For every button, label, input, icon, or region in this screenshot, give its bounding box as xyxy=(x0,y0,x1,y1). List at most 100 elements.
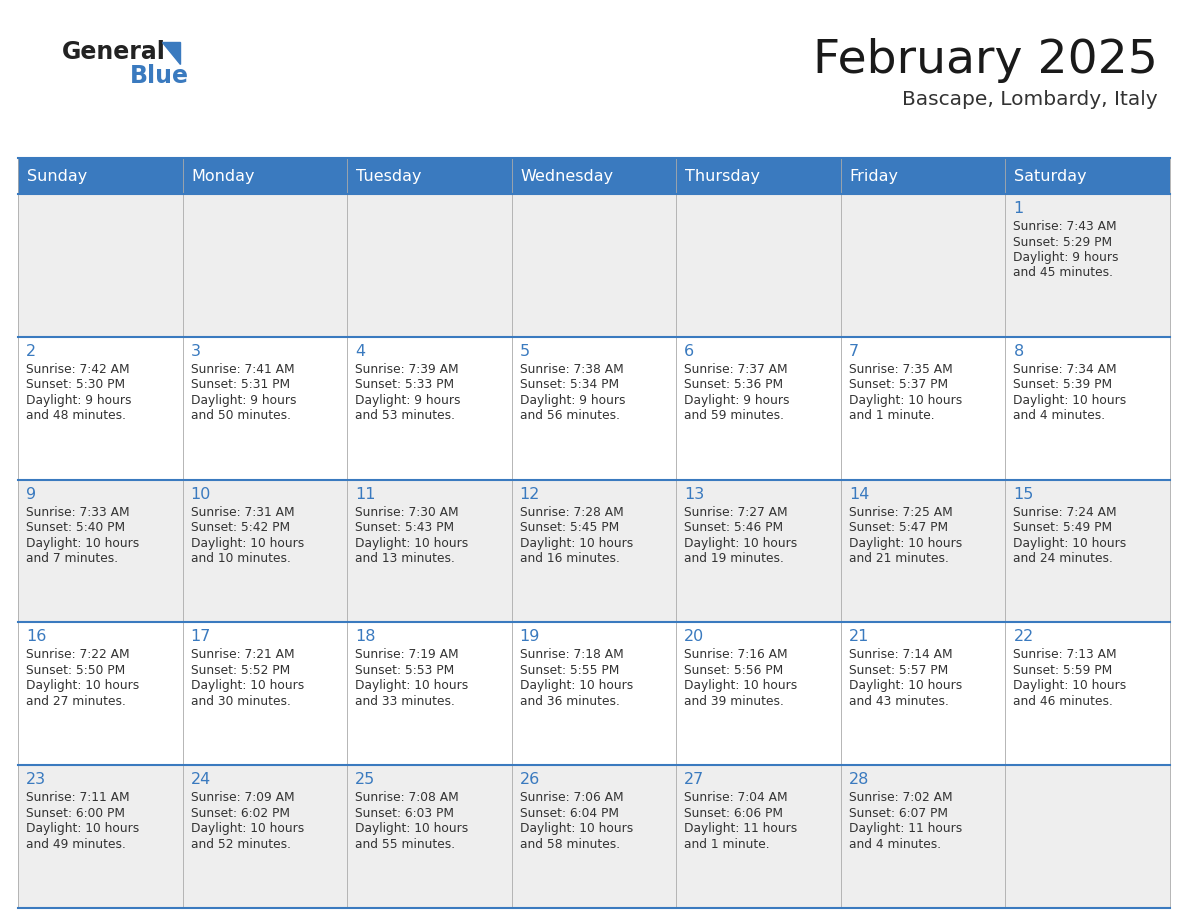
Bar xyxy=(347,158,512,194)
Text: and 13 minutes.: and 13 minutes. xyxy=(355,552,455,565)
Text: and 50 minutes.: and 50 minutes. xyxy=(190,409,291,422)
Text: 17: 17 xyxy=(190,630,211,644)
Text: Friday: Friday xyxy=(849,169,899,184)
Bar xyxy=(183,766,347,908)
Bar xyxy=(18,158,183,194)
Text: Sunrise: 7:37 AM: Sunrise: 7:37 AM xyxy=(684,363,788,375)
Text: Sunset: 6:00 PM: Sunset: 6:00 PM xyxy=(26,807,125,820)
Text: Sunset: 6:02 PM: Sunset: 6:02 PM xyxy=(190,807,290,820)
Text: Sunrise: 7:13 AM: Sunrise: 7:13 AM xyxy=(1013,648,1117,661)
Bar xyxy=(512,337,676,479)
Text: Daylight: 10 hours: Daylight: 10 hours xyxy=(849,394,962,407)
Text: 13: 13 xyxy=(684,487,704,501)
Text: Tuesday: Tuesday xyxy=(356,169,422,184)
Text: Daylight: 10 hours: Daylight: 10 hours xyxy=(190,537,304,550)
Text: 27: 27 xyxy=(684,772,704,788)
Bar xyxy=(841,479,1005,622)
Text: Sunset: 5:34 PM: Sunset: 5:34 PM xyxy=(519,378,619,391)
Text: Daylight: 10 hours: Daylight: 10 hours xyxy=(190,823,304,835)
Text: Sunrise: 7:08 AM: Sunrise: 7:08 AM xyxy=(355,791,459,804)
Text: 12: 12 xyxy=(519,487,541,501)
Text: 28: 28 xyxy=(849,772,870,788)
Text: Blue: Blue xyxy=(129,64,189,88)
Polygon shape xyxy=(162,42,181,64)
Text: and 45 minutes.: and 45 minutes. xyxy=(1013,266,1113,279)
Text: Sunrise: 7:27 AM: Sunrise: 7:27 AM xyxy=(684,506,788,519)
Text: Sunset: 5:52 PM: Sunset: 5:52 PM xyxy=(190,664,290,677)
Text: Sunrise: 7:16 AM: Sunrise: 7:16 AM xyxy=(684,648,788,661)
Text: Sunset: 5:59 PM: Sunset: 5:59 PM xyxy=(1013,664,1113,677)
Bar xyxy=(841,622,1005,766)
Text: 6: 6 xyxy=(684,344,695,359)
Text: 22: 22 xyxy=(1013,630,1034,644)
Text: Sunset: 5:37 PM: Sunset: 5:37 PM xyxy=(849,378,948,391)
Text: Sunrise: 7:30 AM: Sunrise: 7:30 AM xyxy=(355,506,459,519)
Text: Daylight: 11 hours: Daylight: 11 hours xyxy=(684,823,797,835)
Text: 10: 10 xyxy=(190,487,211,501)
Text: Sunrise: 7:24 AM: Sunrise: 7:24 AM xyxy=(1013,506,1117,519)
Text: Sunday: Sunday xyxy=(27,169,87,184)
Text: Daylight: 10 hours: Daylight: 10 hours xyxy=(519,679,633,692)
Text: and 27 minutes.: and 27 minutes. xyxy=(26,695,126,708)
Text: Sunrise: 7:11 AM: Sunrise: 7:11 AM xyxy=(26,791,129,804)
Text: Sunrise: 7:31 AM: Sunrise: 7:31 AM xyxy=(190,506,295,519)
Text: and 1 minute.: and 1 minute. xyxy=(684,838,770,851)
Bar xyxy=(18,622,183,766)
Text: Sunset: 6:04 PM: Sunset: 6:04 PM xyxy=(519,807,619,820)
Bar xyxy=(183,337,347,479)
Text: and 10 minutes.: and 10 minutes. xyxy=(190,552,290,565)
Text: 9: 9 xyxy=(26,487,36,501)
Text: Sunrise: 7:14 AM: Sunrise: 7:14 AM xyxy=(849,648,953,661)
Text: Sunset: 5:31 PM: Sunset: 5:31 PM xyxy=(190,378,290,391)
Text: 24: 24 xyxy=(190,772,210,788)
Text: 5: 5 xyxy=(519,344,530,359)
Text: and 4 minutes.: and 4 minutes. xyxy=(849,838,941,851)
Bar xyxy=(1005,479,1170,622)
Bar xyxy=(183,194,347,337)
Bar xyxy=(841,158,1005,194)
Text: 1: 1 xyxy=(1013,201,1024,216)
Bar xyxy=(1005,194,1170,337)
Bar xyxy=(347,337,512,479)
Text: Sunset: 6:07 PM: Sunset: 6:07 PM xyxy=(849,807,948,820)
Text: Sunrise: 7:04 AM: Sunrise: 7:04 AM xyxy=(684,791,788,804)
Text: 25: 25 xyxy=(355,772,375,788)
Text: Sunrise: 7:19 AM: Sunrise: 7:19 AM xyxy=(355,648,459,661)
Bar xyxy=(347,479,512,622)
Bar xyxy=(841,194,1005,337)
Bar xyxy=(676,622,841,766)
Text: 4: 4 xyxy=(355,344,365,359)
Text: Saturday: Saturday xyxy=(1015,169,1087,184)
Bar xyxy=(1005,766,1170,908)
Text: Sunrise: 7:09 AM: Sunrise: 7:09 AM xyxy=(190,791,295,804)
Text: and 39 minutes.: and 39 minutes. xyxy=(684,695,784,708)
Bar xyxy=(841,337,1005,479)
Text: Sunset: 5:40 PM: Sunset: 5:40 PM xyxy=(26,521,125,534)
Bar xyxy=(676,479,841,622)
Text: and 24 minutes.: and 24 minutes. xyxy=(1013,552,1113,565)
Text: Daylight: 9 hours: Daylight: 9 hours xyxy=(684,394,790,407)
Text: Sunrise: 7:39 AM: Sunrise: 7:39 AM xyxy=(355,363,459,375)
Text: and 56 minutes.: and 56 minutes. xyxy=(519,409,620,422)
Text: Wednesday: Wednesday xyxy=(520,169,614,184)
Text: Daylight: 10 hours: Daylight: 10 hours xyxy=(849,679,962,692)
Bar xyxy=(347,766,512,908)
Text: Sunset: 5:36 PM: Sunset: 5:36 PM xyxy=(684,378,783,391)
Text: Sunset: 6:06 PM: Sunset: 6:06 PM xyxy=(684,807,783,820)
Text: and 19 minutes.: and 19 minutes. xyxy=(684,552,784,565)
Text: Sunset: 5:39 PM: Sunset: 5:39 PM xyxy=(1013,378,1112,391)
Text: Daylight: 10 hours: Daylight: 10 hours xyxy=(519,537,633,550)
Text: 20: 20 xyxy=(684,630,704,644)
Text: 16: 16 xyxy=(26,630,46,644)
Text: Sunrise: 7:25 AM: Sunrise: 7:25 AM xyxy=(849,506,953,519)
Bar xyxy=(841,766,1005,908)
Text: Sunrise: 7:35 AM: Sunrise: 7:35 AM xyxy=(849,363,953,375)
Text: 7: 7 xyxy=(849,344,859,359)
Text: Daylight: 10 hours: Daylight: 10 hours xyxy=(355,823,468,835)
Text: Sunset: 5:55 PM: Sunset: 5:55 PM xyxy=(519,664,619,677)
Text: Sunrise: 7:41 AM: Sunrise: 7:41 AM xyxy=(190,363,295,375)
Text: and 4 minutes.: and 4 minutes. xyxy=(1013,409,1106,422)
Bar xyxy=(18,766,183,908)
Text: 11: 11 xyxy=(355,487,375,501)
Text: Daylight: 10 hours: Daylight: 10 hours xyxy=(190,679,304,692)
